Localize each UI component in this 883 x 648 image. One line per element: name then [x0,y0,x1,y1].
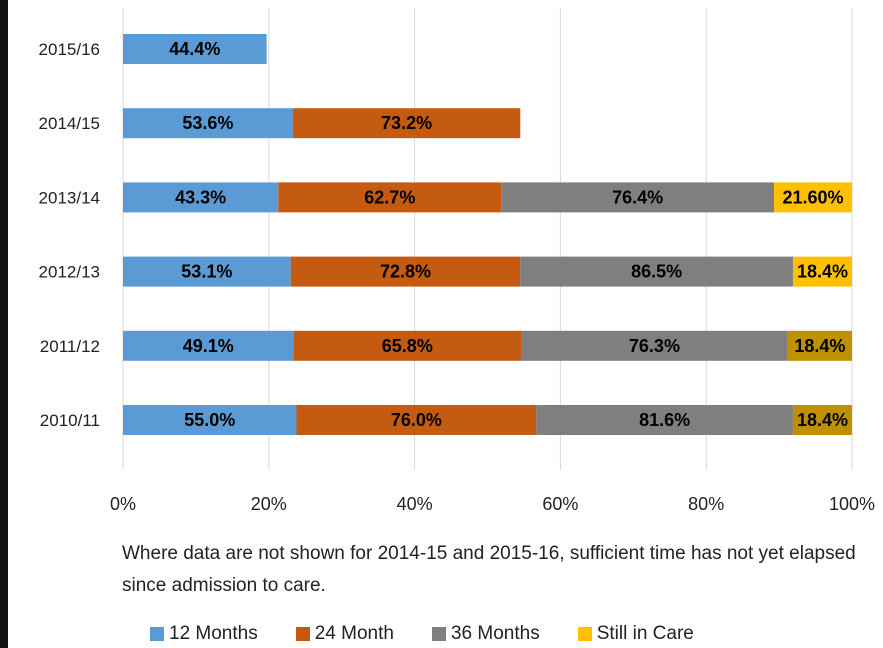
legend-label: 36 Months [450,623,540,644]
stacked-bar-chart: 44.4% 53.6% 73.2% 43.3% 62.7% 76.4% 21.60% 53.1… [39,8,875,514]
category-labels: 2015/16 2014/15 2013/14 2012/13 2011/12 2010/… [39,40,100,430]
x-tick-label: 20% [251,494,287,514]
category-label: 2013/14 [39,188,100,207]
legend-swatch [150,627,164,641]
bar-segment [290,256,521,287]
bar-value-label: 53.6% [182,113,233,133]
legend-item-24-month: 24 Month [295,623,394,645]
x-tick-label: 80% [688,494,724,514]
bar-value-label: 55.0% [184,410,235,430]
bar-value-label: 76.3% [629,336,680,356]
bar-value-label: 76.0% [391,410,442,430]
category-label: 2014/15 [39,114,100,133]
bars [123,34,852,435]
left-border [0,0,8,648]
bar-segment [292,108,521,139]
x-tick-label: 60% [542,494,578,514]
bar-segment [123,34,267,64]
legend-label: 12 Months [169,623,258,644]
bar-segment [296,405,537,435]
bar-value-label: 81.6% [639,410,690,430]
bar-value-label: 18.4% [797,262,848,282]
bar-segment [787,330,852,361]
bar-segment [521,330,788,361]
bar-value-label: 65.8% [382,336,433,356]
category-label: 2015/16 [39,40,100,59]
bar-segment [536,405,793,435]
bar-value-label: 72.8% [380,262,431,282]
bar-value-label: 76.4% [612,187,663,207]
bar-segment [520,256,793,287]
bar-value-label: 86.5% [631,262,682,282]
legend: 12 Months 24 Month 36 Months Still in Ca… [150,622,694,646]
category-label: 2011/12 [40,337,100,356]
legend-label: Still in Care [596,623,694,644]
bar-value-label: 18.4% [794,336,845,356]
category-label: 2012/13 [39,263,100,282]
bar-value-label: 53.1% [181,262,232,282]
gridlines [122,8,853,470]
x-tick-label: 40% [397,494,433,514]
legend-swatch [431,627,446,641]
bar-value-label: 43.3% [175,187,226,207]
legend-item-12-months: 12 Months [150,623,258,645]
bar-value-label: 44.4% [169,39,220,59]
bar-value-label: 18.4% [797,410,848,430]
bar-segment [792,405,852,435]
category-label: 2010/11 [40,411,100,430]
footnote: Where data are not shown for 2014-15 and… [122,543,856,596]
x-tick-label: 0% [110,494,136,514]
bar-value-label: 62.7% [364,187,415,207]
bar-value-label: 73.2% [381,113,432,133]
bar-segment [792,256,852,287]
bar-segment [123,330,294,361]
bar-segment [278,182,502,213]
bar-labels: 44.4% 53.6% 73.2% 43.3% 62.7% 76.4% 21.60% 53.1… [169,39,848,430]
legend-item-36-months: 36 Months [431,623,540,645]
legend-swatch [295,627,310,641]
bar-segment [773,182,852,213]
bar-segment [123,182,279,213]
legend-label: 24 Month [314,623,394,644]
x-tick-label: 100% [829,494,875,514]
bar-segment [293,330,522,361]
bar-segment [123,405,297,435]
legend-swatch [577,627,592,641]
legend-item-still-in-care: Still in Care [577,623,694,645]
x-tick-labels: 0% 20% 40% 60% 80% 100% [110,494,875,514]
bar-segment [501,182,774,213]
bar-value-label: 21.60% [782,187,843,207]
bar-value-label: 49.1% [183,336,234,356]
bar-segment [123,108,293,139]
bar-segment [123,256,291,287]
